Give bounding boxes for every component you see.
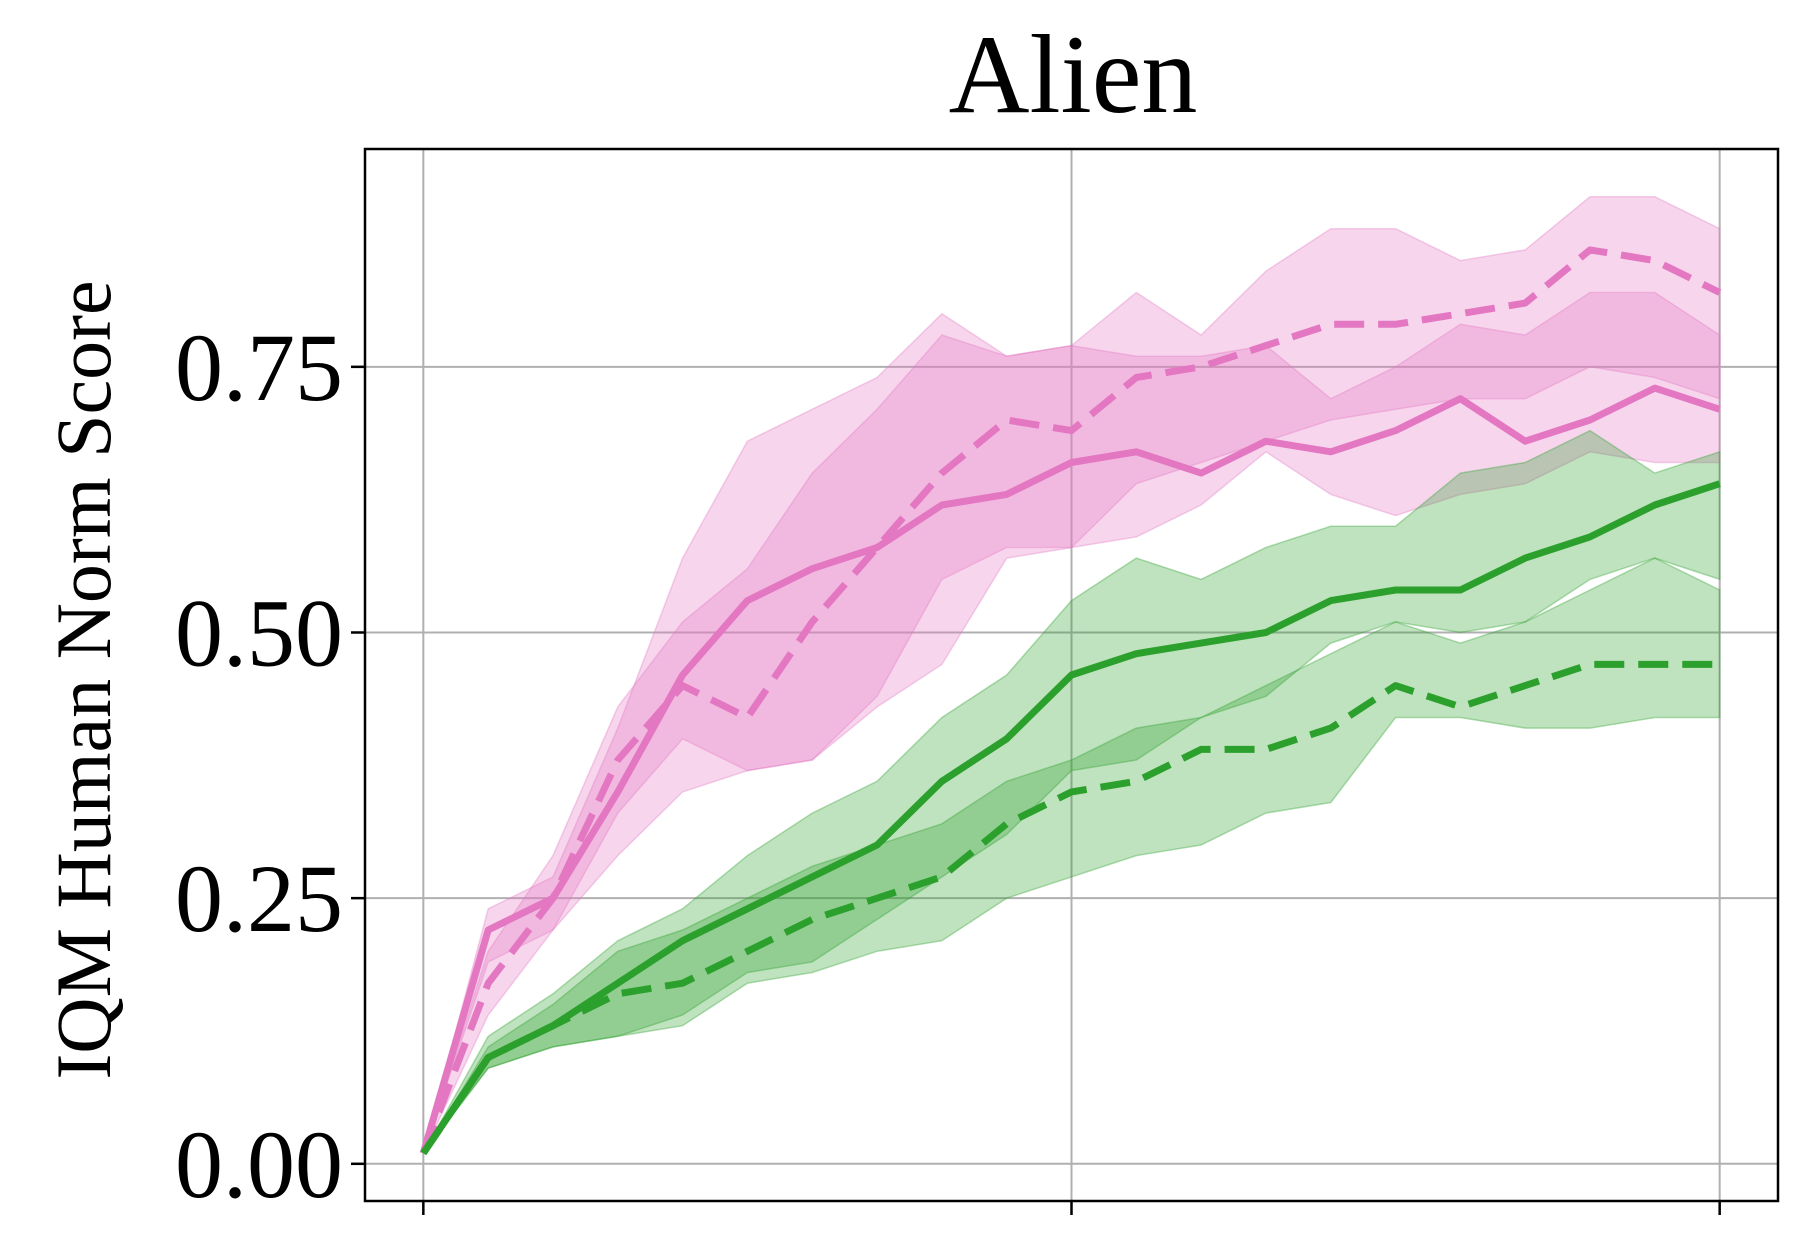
y-tick-label: 0.00 [175, 1111, 343, 1218]
axis-ticks: 0.00 0.25 0.50 0.75 [175, 314, 1721, 1218]
series-lines [419, 246, 1722, 1156]
y-axis-label: IQM Human Norm Score [40, 280, 127, 1079]
series-band-3 [422, 429, 1721, 1154]
chart-title: Alien [949, 13, 1198, 137]
grid [365, 149, 1778, 1201]
y-tick-label: 0.50 [175, 579, 343, 686]
series-band-2 [422, 291, 1721, 1154]
series-line-2 [419, 384, 1721, 1155]
series-line-4 [420, 660, 1720, 1156]
series-line-3 [420, 480, 1721, 1156]
y-tick-label: 0.25 [175, 845, 343, 952]
series-line-1 [420, 246, 1722, 1155]
y-tick-label: 0.75 [175, 314, 343, 421]
